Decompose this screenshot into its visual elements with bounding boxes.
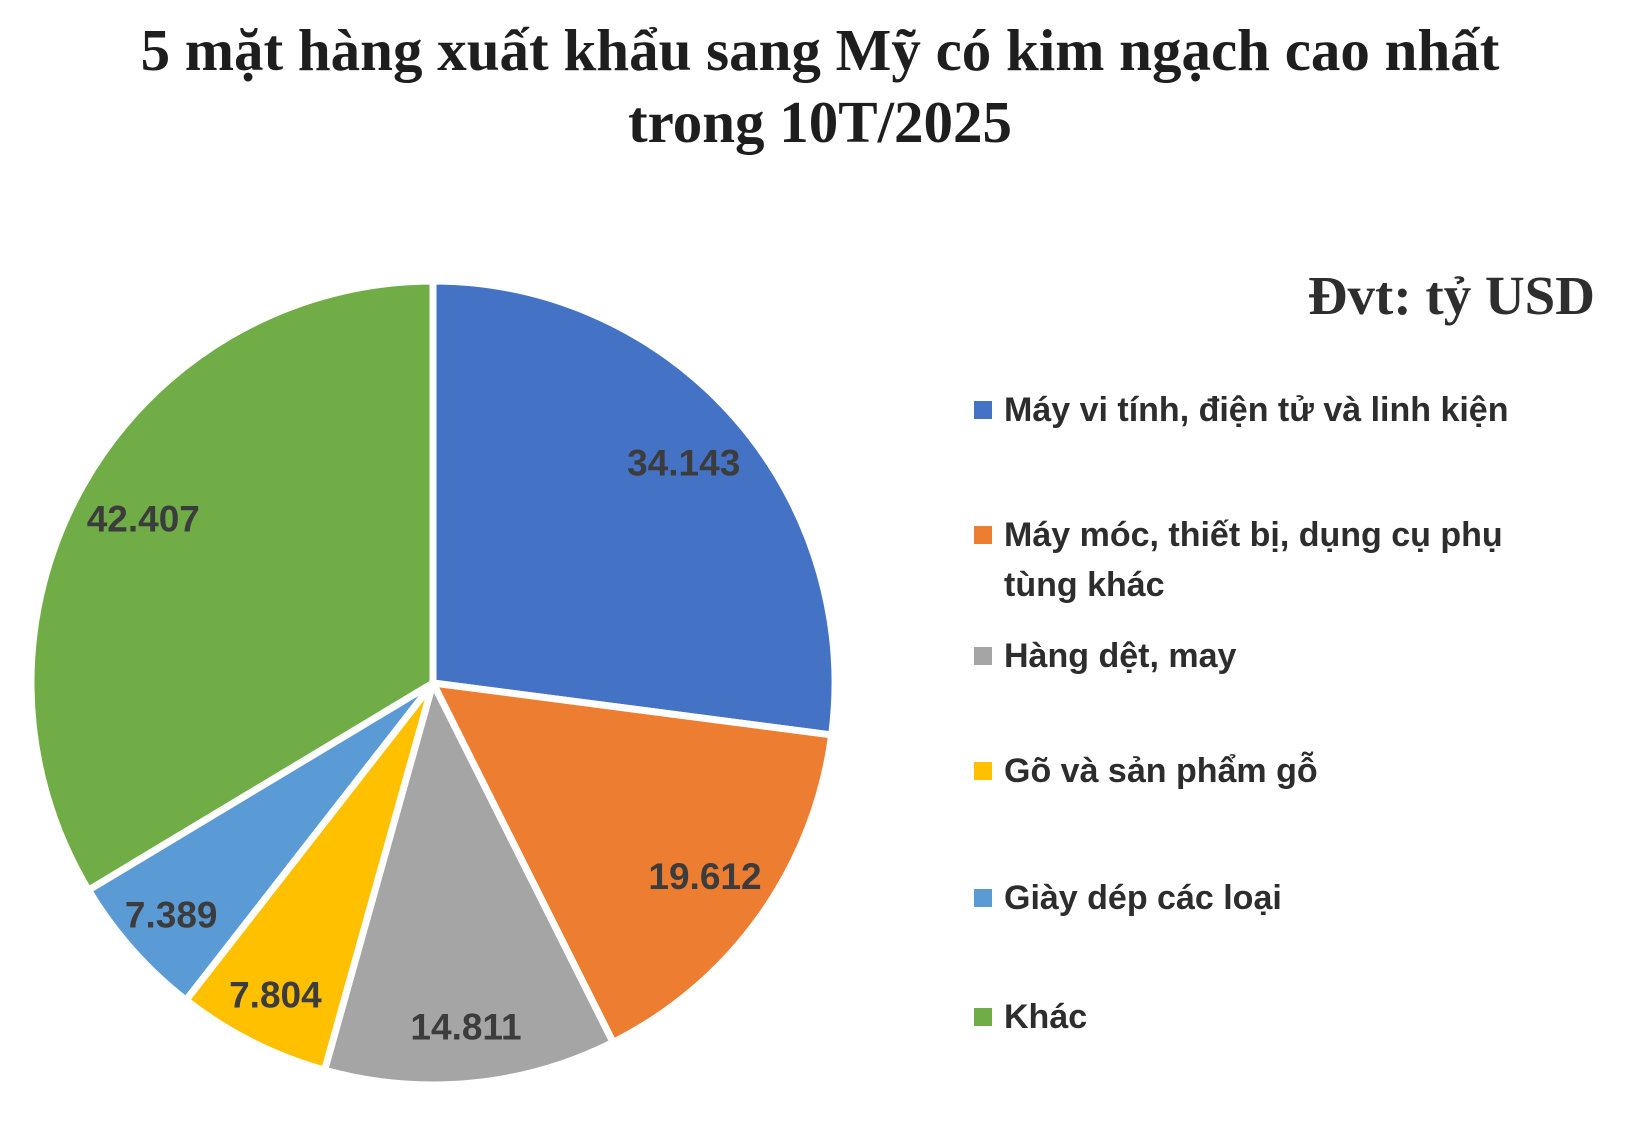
chart-title-line2: trong 10T/2025	[627, 89, 1013, 155]
legend-marker-icon	[974, 889, 992, 907]
pie-slice-1	[429, 277, 839, 739]
legend-marker-icon	[974, 647, 992, 665]
legend-item-4: Gõ và sản phẩm gỗ	[974, 746, 1318, 796]
chart-title: 5 mặt hàng xuất khẩu sang Mỹ có kim ngạc…	[10, 14, 1630, 158]
pie-slice-2	[429, 679, 836, 1046]
chart-title-line1: 5 mặt hàng xuất khẩu sang Mỹ có kim ngạc…	[140, 17, 1500, 83]
legend-marker-icon	[974, 401, 992, 419]
pie-value-label-3: 14.811	[410, 1007, 521, 1048]
pie-value-label-1: 34.143	[627, 442, 740, 483]
legend-label: Khác	[1004, 998, 1088, 1036]
pie-value-label-5: 7.389	[125, 895, 218, 936]
legend-marker-icon	[974, 762, 992, 780]
pie-value-label-6: 42.407	[87, 499, 200, 540]
legend-item-3: Hàng dệt, may	[974, 631, 1236, 681]
pie-slice-4	[182, 679, 437, 1074]
legend-item-1: Máy vi tính, điện tử và linh kiện	[974, 385, 1509, 435]
legend-item-6: Khác	[974, 992, 1087, 1042]
legend-item-5: Giày dép các loại	[974, 873, 1282, 923]
legend-label: Gõ và sản phẩm gỗ	[1004, 752, 1318, 790]
pie-slice-6	[27, 277, 437, 894]
legend-label: Máy móc, thiết bị, dụng cụ phụ tùng khác	[1004, 516, 1503, 604]
pie-value-label-4: 7.804	[229, 975, 322, 1016]
legend-marker-icon	[974, 1008, 992, 1026]
legend-label: Máy vi tính, điện tử và linh kiện	[1004, 391, 1509, 429]
legend-item-2: Máy móc, thiết bị, dụng cụ phụ tùng khác	[974, 510, 1584, 610]
unit-label: Đvt: tỷ USD	[1307, 265, 1595, 326]
pie-slice-3	[321, 679, 617, 1089]
legend-marker-icon	[974, 526, 992, 544]
legend-label: Giày dép các loại	[1004, 879, 1282, 917]
legend-label: Hàng dệt, may	[1004, 637, 1237, 675]
pie-value-label-2: 19.612	[648, 856, 761, 897]
